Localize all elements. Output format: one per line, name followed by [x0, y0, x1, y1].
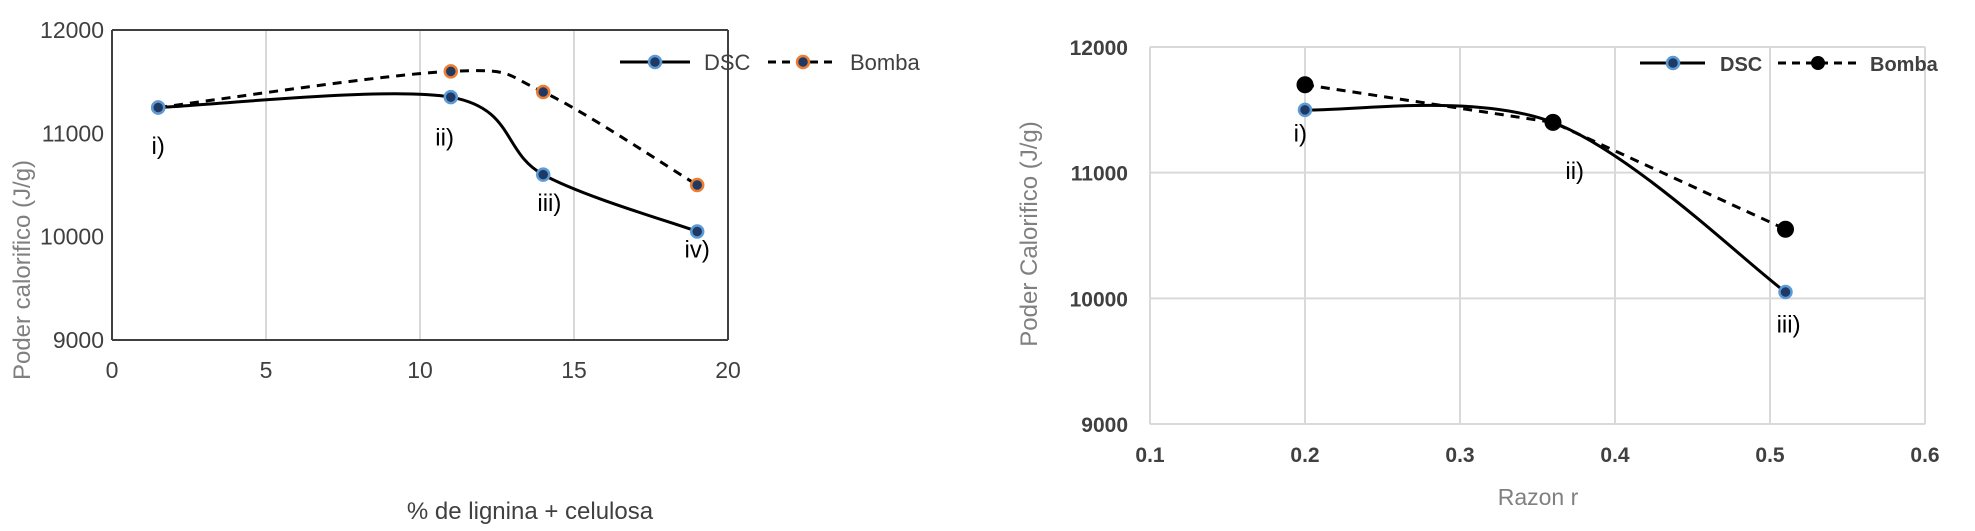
point-annotation: ii)	[1565, 158, 1584, 185]
data-point-bomba	[1296, 76, 1314, 94]
y-tick-label: 11000	[42, 120, 104, 146]
tick-labels: 0.1 0.2 0.3 0.4 0.5 0.6 9000 10000 11000 12000	[1070, 37, 1940, 467]
legend: DSC Bomba	[620, 50, 920, 75]
chart-calorific-vs-lignin: 0 5 10 15 20 9000 10000 11000 12000 i) ii) iii) iv)…	[9, 17, 920, 525]
data-point-bomba	[535, 84, 551, 100]
data-point-dsc	[535, 167, 551, 182]
point-annotation: i)	[1294, 120, 1307, 147]
x-tick-label: 0	[106, 357, 119, 383]
x-tick-label: 0.6	[1910, 444, 1939, 467]
data-point-dsc	[689, 224, 705, 239]
point-annotation: iv)	[685, 236, 710, 263]
plot-area	[1149, 46, 1926, 425]
grid-lines	[1149, 46, 1926, 425]
data-series	[150, 64, 705, 239]
legend-bomba-label: Bomba	[1870, 54, 1939, 76]
point-annotations: i) ii) iii)	[1294, 120, 1801, 338]
y-tick-label: 11000	[1071, 163, 1128, 186]
series-line-dsc	[1304, 103, 1787, 294]
data-point-bomba	[1544, 113, 1562, 131]
y-tick-label: 9000	[1081, 414, 1128, 437]
x-axis-title: % de lignina + celulosa	[407, 498, 654, 525]
x-tick-label: 20	[715, 357, 741, 383]
legend-dsc-marker	[647, 54, 663, 70]
x-axis-title: Razon r	[1498, 484, 1579, 510]
x-tick-label: 0.5	[1755, 444, 1785, 467]
y-axis-title: Poder calorifico (J/g)	[9, 160, 36, 380]
data-point-dsc	[150, 100, 166, 115]
x-tick-label: 10	[407, 357, 433, 383]
point-annotations: i) ii) iii) iv)	[152, 125, 710, 264]
legend-bomba-marker	[795, 54, 811, 70]
x-tick-label: 0.3	[1445, 444, 1474, 467]
data-point-dsc	[1297, 102, 1313, 118]
axes	[111, 29, 729, 341]
point-annotation: iii)	[537, 190, 561, 217]
data-series	[1296, 76, 1794, 300]
data-point-dsc	[443, 89, 459, 105]
point-annotation: iii)	[1777, 311, 1801, 338]
y-axis-title: Poder Calorifico (J/g)	[1016, 121, 1043, 346]
tick-labels: 0 5 10 15 20 9000 10000 11000 12000	[40, 17, 741, 383]
legend-bomba-label: Bomba	[850, 50, 920, 75]
x-tick-label: 15	[561, 357, 587, 383]
x-tick-label: 5	[260, 357, 273, 383]
data-point-bomba	[689, 177, 705, 193]
x-tick-label: 0.4	[1600, 444, 1630, 467]
series-line-dsc	[158, 92, 698, 233]
x-tick-label: 0.2	[1290, 444, 1319, 467]
data-point-bomba	[443, 64, 459, 79]
legend-dsc-marker	[1665, 55, 1681, 71]
y-tick-label: 9000	[53, 327, 104, 353]
grid-lines	[265, 30, 575, 340]
legend-dsc-label: DSC	[704, 50, 751, 75]
x-tick-label: 0.1	[1135, 444, 1165, 467]
legend-dsc-label: DSC	[1720, 54, 1762, 76]
series-line-bomba	[158, 69, 698, 187]
y-tick-label: 10000	[40, 224, 104, 250]
point-annotation: i)	[152, 133, 165, 160]
data-point-dsc	[1778, 284, 1793, 300]
chart-calorific-vs-ratio: 0.1 0.2 0.3 0.4 0.5 0.6 9000 10000 11000 12000 i)…	[1016, 37, 1940, 510]
series-line-bomba	[1304, 83, 1787, 231]
y-tick-label: 12000	[1070, 37, 1128, 60]
legend-bomba-marker	[1811, 56, 1825, 70]
y-tick-label: 12000	[40, 17, 104, 43]
data-point-bomba	[1777, 220, 1794, 238]
y-tick-label: 10000	[1070, 288, 1128, 311]
point-annotation: ii)	[435, 125, 454, 152]
legend: DSC Bomba	[1640, 54, 1939, 76]
